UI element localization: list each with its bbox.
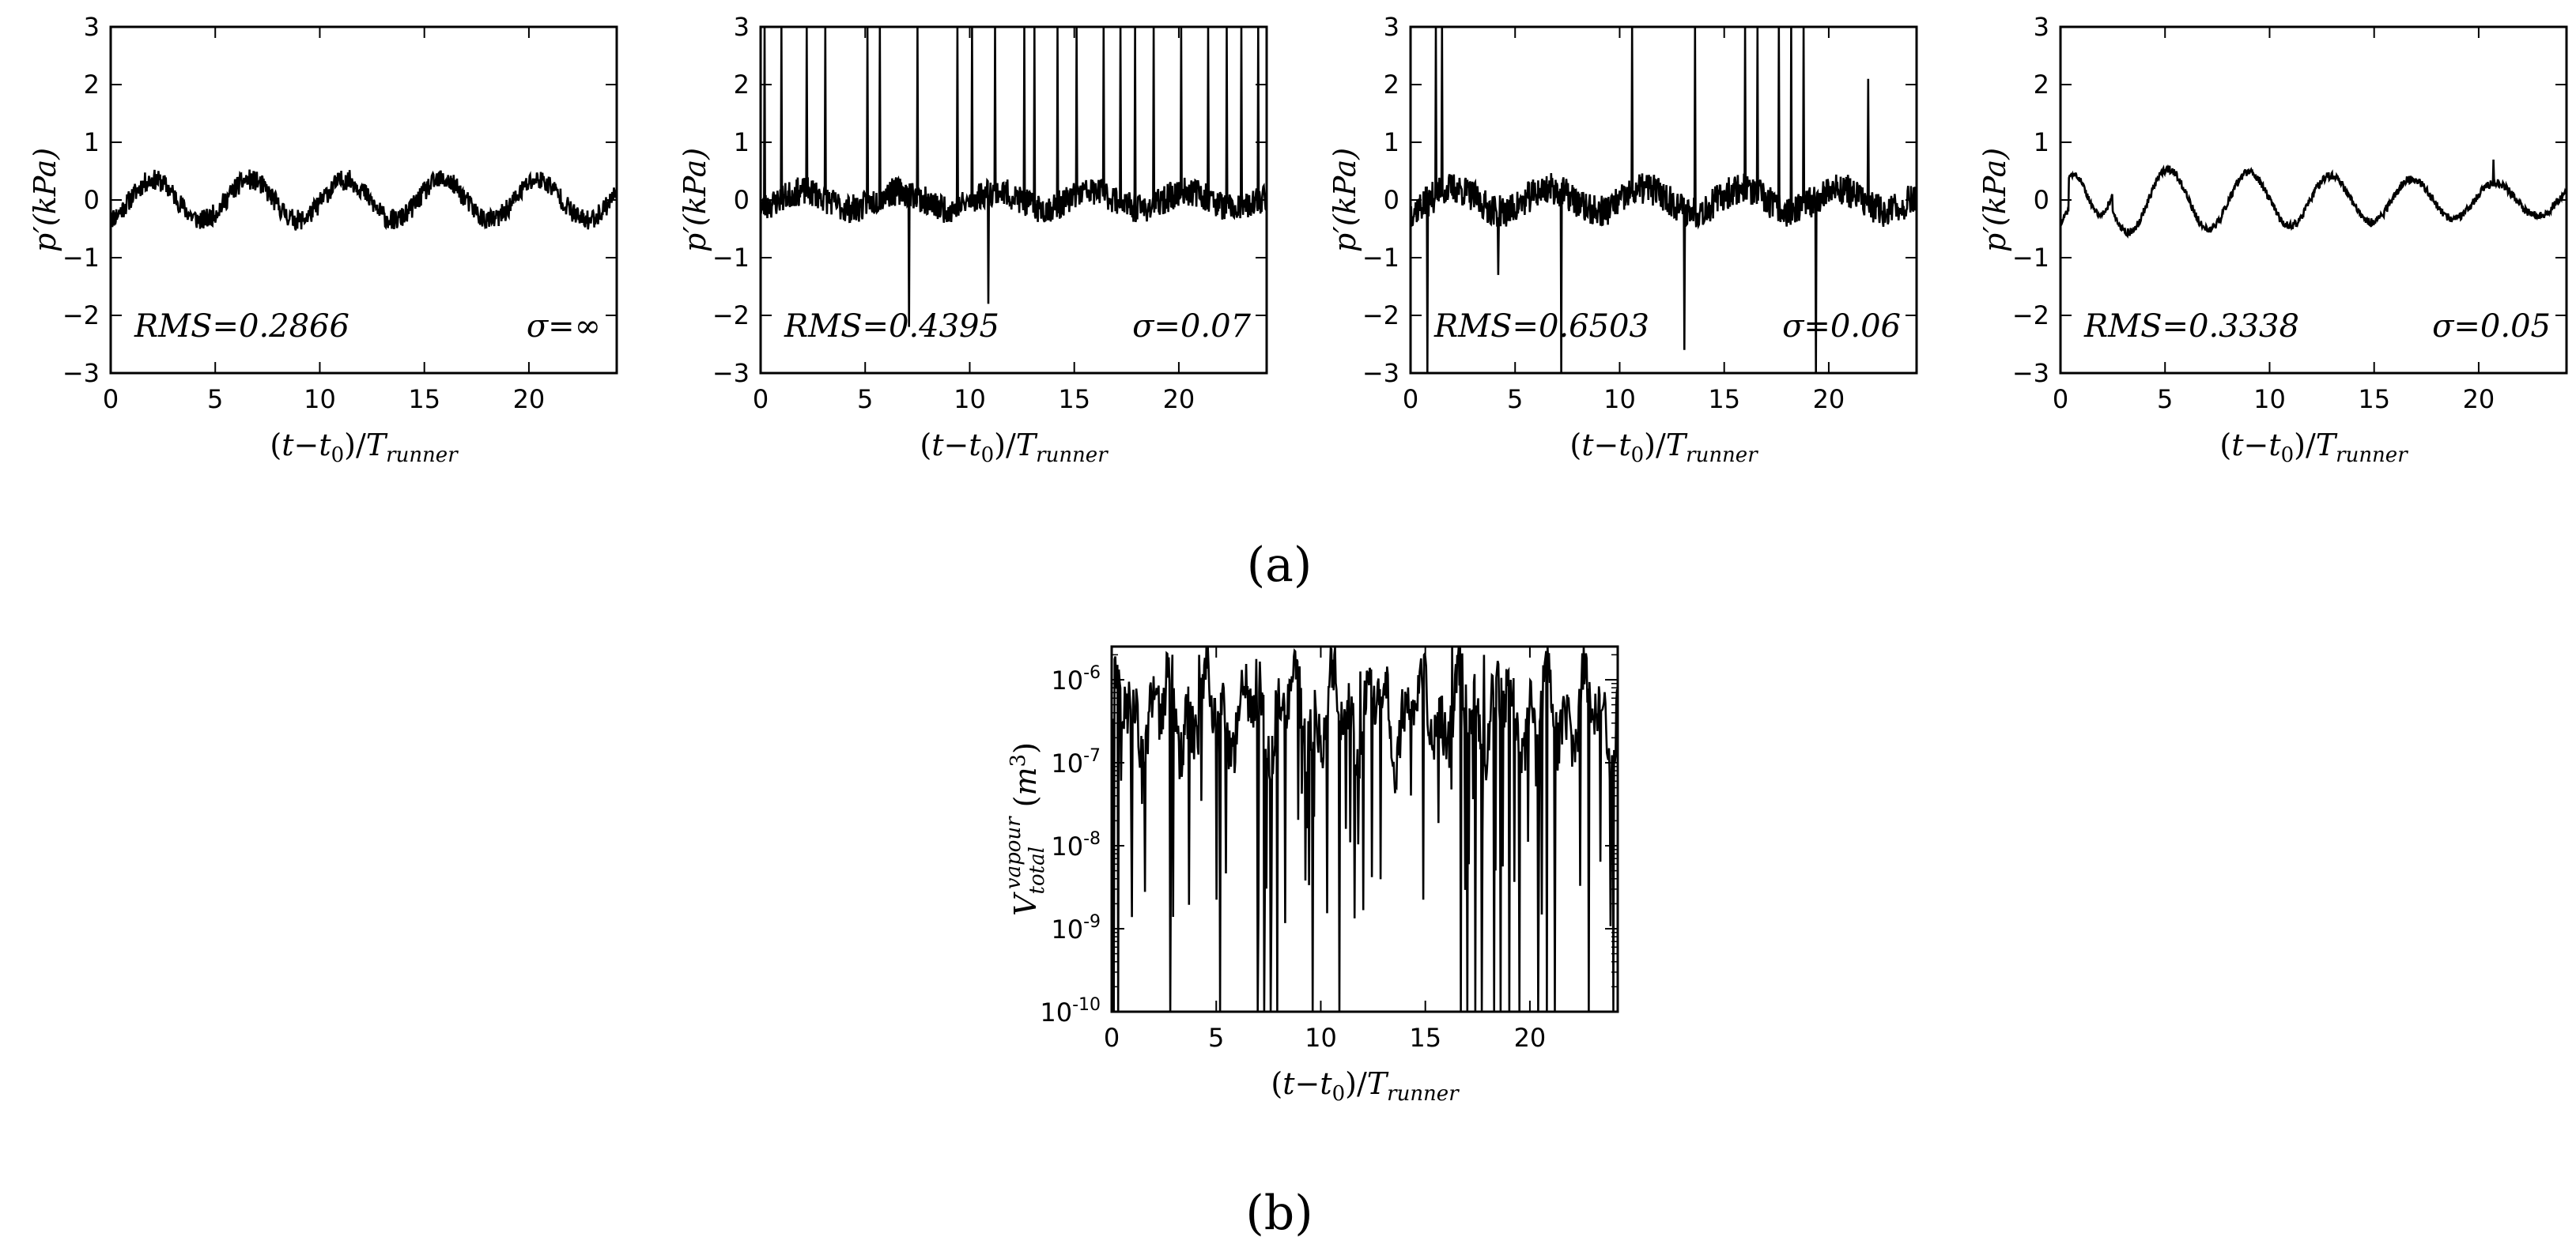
chart-a1-series-line	[111, 169, 617, 231]
chart-a4-ytick-label-5: −2	[2012, 300, 2049, 330]
chart-a2-ylabel: p′(kPa)	[678, 148, 712, 252]
chart-a3-ytick-label-5: −2	[1362, 300, 1399, 330]
chart-b-series-line	[1112, 647, 1618, 1012]
chart-a1-xtick-label-1: 5	[207, 384, 223, 414]
chart-a3-series-line	[1411, 27, 1917, 373]
chart-a1-xlabel: (t−t0)/Trunner	[270, 428, 459, 467]
chart-a2-ytick-label-4: −1	[712, 243, 750, 273]
chart-b-frame	[1110, 645, 1619, 1013]
chart-a3-ytick-label-6: −3	[1362, 358, 1399, 388]
chart-b-xtick-label-3: 15	[1409, 1023, 1441, 1053]
chart-b-ylabel: Vtotalvapour (m3)	[1002, 742, 1049, 916]
chart-b-xtick-label-2: 10	[1305, 1023, 1337, 1053]
chart-a2-sigma-annotation: σ=0.07	[1132, 308, 1251, 345]
chart-a4-sigma-annotation: σ=0.05	[2432, 308, 2551, 345]
chart-a4-xtick-label-0: 0	[2053, 384, 2068, 414]
chart-a1-ylabel: p′(kPa)	[28, 148, 62, 252]
chart-a3-xtick-label-1: 5	[1507, 384, 1523, 414]
chart-a3-sigma-annotation: σ=0.06	[1782, 308, 1901, 345]
chart-b-xlabel: (t−t0)/Trunner	[1271, 1066, 1460, 1106]
chart-a2-ytick-label-0: 3	[734, 12, 750, 42]
chart-a4-ytick-label-6: −3	[2012, 358, 2049, 388]
chart-a1-ytick-label-1: 2	[84, 70, 100, 100]
chart-a4-rms-annotation: RMS=0.3338	[2083, 308, 2299, 345]
chart-a1-xtick-label-0: 0	[103, 384, 119, 414]
chart-a4-ytick-label-2: 1	[2034, 127, 2049, 157]
chart-a4-xlabel: (t−t0)/Trunner	[2219, 428, 2408, 467]
chart-a1-ytick-label-5: −2	[62, 300, 100, 330]
chart-b-xtick-label-0: 0	[1104, 1023, 1120, 1053]
chart-a1-ytick-label-6: −3	[62, 358, 100, 388]
chart-a2-xlabel: (t−t0)/Trunner	[920, 428, 1109, 467]
chart-a2-ytick-label-1: 2	[734, 70, 750, 100]
chart-a2-xtick-label-3: 15	[1058, 384, 1090, 414]
chart-a4-xtick-label-1: 5	[2157, 384, 2173, 414]
chart-a3-frame	[1409, 25, 1918, 375]
chart-a3-ytick-label-3: 0	[1384, 185, 1399, 215]
chart-a4-xtick-label-2: 10	[2253, 384, 2286, 414]
chart-a3-ytick-label-2: 1	[1384, 127, 1399, 157]
chart-a4-ytick-label-4: −1	[2012, 243, 2049, 273]
panel-label-b: (b)	[1245, 1186, 1313, 1241]
chart-a3-xlabel: (t−t0)/Trunner	[1569, 428, 1758, 467]
chart-a1-xtick-label-4: 20	[513, 384, 546, 414]
chart-a3-ytick-label-1: 2	[1384, 70, 1399, 100]
chart-b-ytick-label-0: 10-6	[1051, 663, 1101, 696]
chart-a2-xtick-label-4: 20	[1163, 384, 1195, 414]
chart-a2-ytick-label-5: −2	[712, 300, 750, 330]
chart-a3-rms-annotation: RMS=0.6503	[1433, 308, 1649, 345]
chart-a2-rms-annotation: RMS=0.4395	[784, 308, 999, 345]
chart-b-ytick-label-2: 10-8	[1051, 829, 1101, 862]
chart-a4-ylabel: p′(kPa)	[1977, 148, 2012, 252]
chart-a4-ytick-label-1: 2	[2034, 70, 2049, 100]
chart-a4-series-line	[2060, 159, 2567, 239]
chart-a1-ytick-label-2: 1	[84, 127, 100, 157]
chart-b-ytick-label-4: 10-10	[1040, 995, 1101, 1028]
chart-a3-xtick-label-0: 0	[1403, 384, 1418, 414]
panel-label-a: (a)	[1247, 537, 1313, 593]
chart-a1-xtick-label-3: 15	[408, 384, 440, 414]
chart-a4-ytick-label-3: 0	[2034, 185, 2049, 215]
chart-a1-rms-annotation: RMS=0.2866	[134, 308, 349, 345]
chart-a1-ytick-label-3: 0	[84, 185, 100, 215]
chart-a3-xtick-label-3: 15	[1708, 384, 1740, 414]
chart-a4-frame	[2059, 25, 2568, 375]
chart-a1-ytick-label-4: −1	[62, 243, 100, 273]
chart-a2-xtick-label-1: 5	[857, 384, 873, 414]
chart-panel-b: 10-6 10-7 10-8 10-9 10-100 5 10 15 20 Vtotalvapou…	[1002, 645, 1619, 1106]
chart-a2-xtick-label-0: 0	[753, 384, 769, 414]
chart-a3-xtick-label-2: 10	[1603, 384, 1636, 414]
chart-a2-ytick-label-2: 1	[734, 127, 750, 157]
chart-a3-ylabel: p′(kPa)	[1328, 148, 1362, 252]
chart-a4-ytick-label-0: 3	[2034, 12, 2049, 42]
chart-b-xtick-label-4: 20	[1514, 1023, 1547, 1053]
chart-a3-xtick-label-4: 20	[1813, 384, 1845, 414]
chart-a3-ytick-label-0: 3	[1384, 12, 1399, 42]
chart-a2-frame	[759, 25, 1268, 375]
chart-a1-frame	[109, 25, 618, 375]
chart-a1-xtick-label-2: 10	[304, 384, 336, 414]
chart-a2-xtick-label-2: 10	[954, 384, 986, 414]
chart-a1-ytick-label-0: 3	[84, 12, 100, 42]
chart-b-xtick-label-1: 5	[1208, 1023, 1224, 1053]
chart-a1-sigma-annotation: σ=∞	[527, 308, 601, 345]
chart-b-ytick-label-1: 10-7	[1051, 746, 1101, 779]
chart-a3-ytick-label-4: −1	[1362, 243, 1399, 273]
chart-a4-xtick-label-4: 20	[2463, 384, 2495, 414]
chart-b-ytick-label-3: 10-9	[1051, 912, 1101, 945]
chart-a4-xtick-label-3: 15	[2358, 384, 2390, 414]
chart-a2-series-line	[761, 27, 1267, 327]
chart-a2-ytick-label-6: −3	[712, 358, 750, 388]
chart-a2-ytick-label-3: 0	[734, 185, 750, 215]
